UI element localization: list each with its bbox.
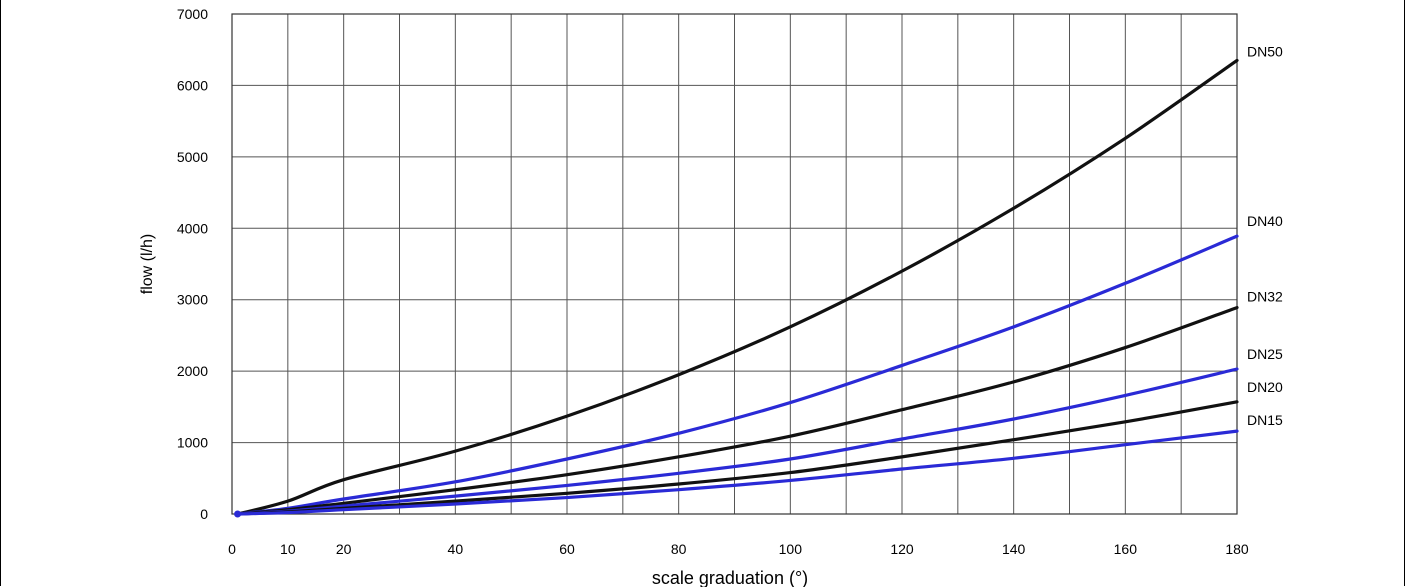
x-tick-label: 60	[559, 541, 575, 557]
series-line-dn50	[235, 58, 1239, 516]
series-line-dn25	[235, 367, 1239, 516]
series-line-dn40	[235, 234, 1239, 516]
series-labels: DN50 DN40 DN32 DN25 DN20 DN15	[1247, 43, 1283, 428]
x-tick-label: 100	[779, 541, 803, 557]
series-label-dn20: DN20	[1247, 379, 1283, 395]
series-label-dn32: DN32	[1247, 289, 1283, 305]
x-tick-label: 20	[336, 541, 352, 557]
y-tick-label: 2000	[177, 363, 208, 379]
y-tick-label: 4000	[177, 220, 208, 236]
series-label-dn50: DN50	[1247, 43, 1283, 59]
series-line-dn32	[235, 305, 1239, 516]
series-label-dn40: DN40	[1247, 213, 1283, 229]
origin-point	[234, 510, 242, 518]
y-tick-label: 3000	[177, 292, 208, 308]
y-axis-label: flow (l/h)	[139, 234, 156, 294]
x-tick-labels: 0 10 20 40 60 80 100 120 140 160 180	[228, 541, 1249, 557]
series-lines	[234, 58, 1239, 518]
x-tick-label: 180	[1225, 541, 1249, 557]
y-tick-label: 1000	[177, 435, 208, 451]
x-axis-label: scale graduation (°)	[652, 568, 808, 587]
x-tick-label: 160	[1114, 541, 1138, 557]
x-tick-label: 140	[1002, 541, 1026, 557]
grid	[231, 13, 1238, 515]
series-label-dn25: DN25	[1247, 346, 1283, 362]
y-tick-label: 7000	[177, 6, 208, 22]
x-tick-label: 10	[280, 541, 296, 557]
plot-border	[231, 13, 1238, 515]
series-label-dn15: DN15	[1247, 412, 1283, 428]
x-tick-label: 120	[890, 541, 914, 557]
y-tick-label: 6000	[177, 77, 208, 93]
y-tick-labels: 0 1000 2000 3000 4000 5000 6000 7000	[177, 6, 208, 522]
x-tick-label: 80	[671, 541, 687, 557]
x-tick-label: 40	[448, 541, 464, 557]
x-tick-label: 0	[228, 541, 236, 557]
series-line-dn15	[235, 429, 1239, 516]
y-tick-label: 0	[200, 506, 208, 522]
y-tick-label: 5000	[177, 149, 208, 165]
